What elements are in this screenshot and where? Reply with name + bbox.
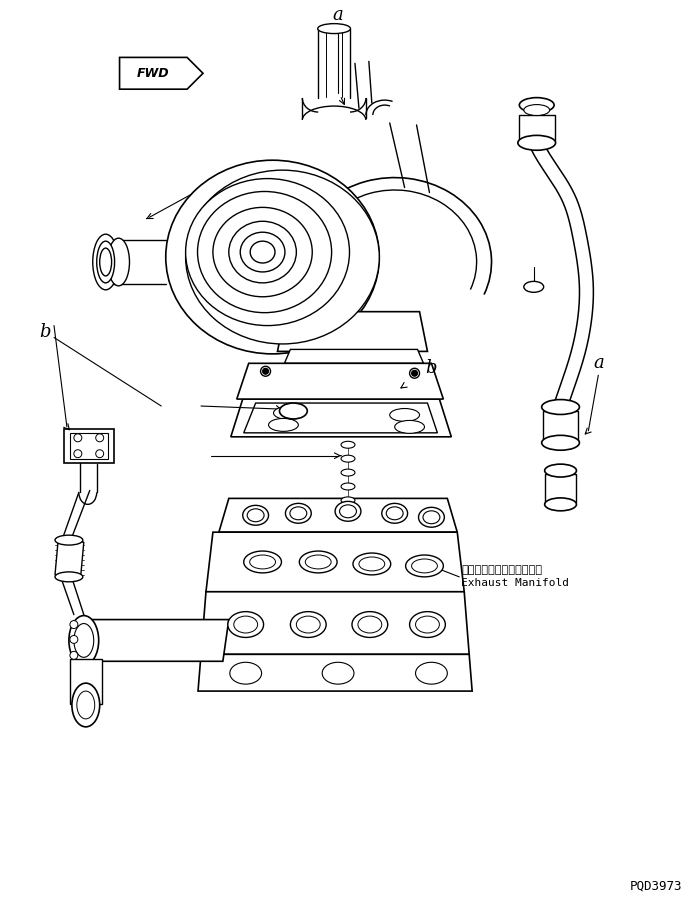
Ellipse shape <box>341 441 355 448</box>
Ellipse shape <box>166 160 379 354</box>
Ellipse shape <box>107 238 130 285</box>
Ellipse shape <box>185 178 349 325</box>
Ellipse shape <box>353 553 391 574</box>
Circle shape <box>263 368 268 375</box>
Ellipse shape <box>341 455 355 462</box>
Ellipse shape <box>352 612 388 637</box>
Ellipse shape <box>544 464 576 477</box>
Ellipse shape <box>382 504 408 524</box>
Polygon shape <box>284 349 424 364</box>
Ellipse shape <box>228 612 263 637</box>
Ellipse shape <box>395 421 424 434</box>
Circle shape <box>410 368 420 378</box>
Text: Exhaust Manifold: Exhaust Manifold <box>461 578 569 588</box>
Polygon shape <box>206 532 464 592</box>
Ellipse shape <box>230 663 261 684</box>
Ellipse shape <box>72 684 100 727</box>
Polygon shape <box>544 474 576 503</box>
Ellipse shape <box>185 170 379 344</box>
Ellipse shape <box>97 241 114 283</box>
Circle shape <box>411 370 418 376</box>
Polygon shape <box>198 654 472 691</box>
Ellipse shape <box>243 505 268 525</box>
Text: a: a <box>593 355 604 373</box>
Ellipse shape <box>299 551 337 573</box>
Circle shape <box>70 621 78 628</box>
Ellipse shape <box>55 572 83 582</box>
Polygon shape <box>55 542 84 574</box>
Polygon shape <box>543 411 579 441</box>
Ellipse shape <box>318 24 351 34</box>
Circle shape <box>70 652 78 659</box>
Ellipse shape <box>418 507 445 527</box>
Text: エキゾーストマニホールド: エキゾーストマニホールド <box>461 564 542 574</box>
Ellipse shape <box>542 435 579 450</box>
Text: FWD: FWD <box>137 66 169 80</box>
Ellipse shape <box>69 615 99 665</box>
Circle shape <box>74 434 82 442</box>
Ellipse shape <box>341 469 355 476</box>
Polygon shape <box>231 399 451 437</box>
Polygon shape <box>64 429 114 463</box>
Ellipse shape <box>229 221 296 283</box>
Ellipse shape <box>250 241 275 263</box>
Ellipse shape <box>524 105 550 115</box>
Polygon shape <box>201 592 469 654</box>
Ellipse shape <box>406 555 443 577</box>
Ellipse shape <box>542 400 579 415</box>
Polygon shape <box>120 57 203 89</box>
Polygon shape <box>70 659 102 704</box>
Polygon shape <box>78 620 229 661</box>
Ellipse shape <box>273 406 303 419</box>
Ellipse shape <box>341 483 355 490</box>
Ellipse shape <box>518 135 556 150</box>
Circle shape <box>261 366 270 376</box>
Ellipse shape <box>55 535 83 545</box>
Polygon shape <box>219 498 457 532</box>
Ellipse shape <box>335 502 361 521</box>
Ellipse shape <box>544 498 576 511</box>
Polygon shape <box>237 364 443 399</box>
Ellipse shape <box>415 663 447 684</box>
Ellipse shape <box>390 408 420 422</box>
Ellipse shape <box>286 504 312 524</box>
Polygon shape <box>519 115 555 141</box>
Text: b: b <box>39 323 51 341</box>
Ellipse shape <box>341 497 355 504</box>
Ellipse shape <box>410 612 445 637</box>
Ellipse shape <box>322 663 354 684</box>
Circle shape <box>95 450 104 457</box>
Ellipse shape <box>291 612 326 637</box>
Polygon shape <box>277 312 427 352</box>
Ellipse shape <box>93 235 118 290</box>
Ellipse shape <box>268 418 298 432</box>
Text: a: a <box>332 5 344 24</box>
Circle shape <box>95 434 104 442</box>
Ellipse shape <box>524 282 544 293</box>
Circle shape <box>70 635 78 644</box>
Text: b: b <box>426 359 437 377</box>
Text: PQD3973: PQD3973 <box>630 880 683 893</box>
Ellipse shape <box>519 97 554 113</box>
Circle shape <box>74 450 82 457</box>
Ellipse shape <box>244 551 282 573</box>
Ellipse shape <box>279 403 307 419</box>
